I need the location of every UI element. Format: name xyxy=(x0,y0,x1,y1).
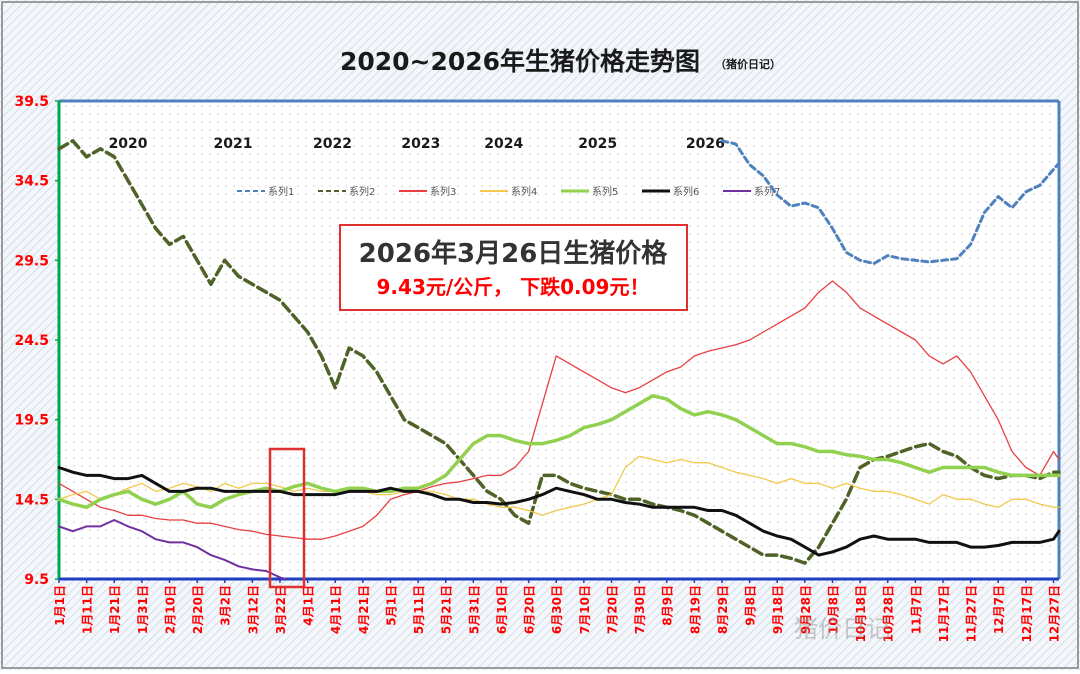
y-tick-label: 39.5 xyxy=(14,94,49,110)
x-tick-label: 9月18日 xyxy=(771,585,785,634)
x-tick-label: 10月18日 xyxy=(854,585,868,642)
x-tick-label: 9月28日 xyxy=(799,585,813,634)
x-tick-label: 1月11日 xyxy=(81,585,95,634)
x-tick-label: 10月8日 xyxy=(826,585,840,634)
legend-label: 系列2 xyxy=(349,185,375,198)
x-tick-label: 1月1日 xyxy=(53,585,67,626)
year-label: 2020 xyxy=(109,136,148,152)
x-tick-label: 3月12日 xyxy=(246,585,260,634)
x-tick-label: 10月28日 xyxy=(882,585,896,642)
series-line xyxy=(57,466,1061,557)
x-tick-label: 5月11日 xyxy=(412,585,426,634)
x-tick-label: 2月20日 xyxy=(191,585,205,634)
year-label: 2021 xyxy=(214,136,253,152)
legend-label: 系列6 xyxy=(673,185,699,198)
x-tick-label: 8月29日 xyxy=(716,585,730,634)
x-tick-label: 1月31日 xyxy=(136,585,150,634)
x-tick-label: 6月30日 xyxy=(550,585,564,634)
y-tick-label: 29.5 xyxy=(14,253,49,269)
y-tick-label: 34.5 xyxy=(14,174,49,190)
series-line xyxy=(58,280,1060,540)
legend-label: 系列3 xyxy=(430,185,456,198)
legend: 系列1 系列2 系列3 系列4 系列5 系列6 系列7 xyxy=(237,185,780,198)
year-labels: 2020 2021 2022 2023 2024 2025 2026 xyxy=(109,136,725,152)
y-axis-ticks: 9.5 14.5 19.5 24.5 29.5 34.5 39.5 xyxy=(14,94,59,588)
watermark: 猪价日记 xyxy=(794,615,890,643)
x-tick-label: 5月21日 xyxy=(440,585,454,634)
x-tick-label: 5月1日 xyxy=(384,585,398,626)
x-tick-label: 7月20日 xyxy=(605,585,619,634)
x-tick-label: 2月10日 xyxy=(163,585,177,634)
x-tick-label: 11月17日 xyxy=(937,585,951,642)
x-tick-label: 4月21日 xyxy=(357,585,371,634)
x-tick-label: 7月30日 xyxy=(633,585,647,634)
chart-title: 2020~2026年生猪价格走势图 xyxy=(340,47,700,76)
legend-label: 系列1 xyxy=(268,185,294,198)
y-tick-label: 14.5 xyxy=(14,492,49,508)
x-tick-label: 5月31日 xyxy=(467,585,481,634)
x-tick-label: 11月27日 xyxy=(965,585,979,642)
series-line xyxy=(58,519,287,580)
y-tick-label: 9.5 xyxy=(24,572,49,588)
series-line xyxy=(58,455,1060,516)
x-tick-label: 4月11日 xyxy=(329,585,343,634)
x-axis-ticks: 1月1日 1月11日 1月21日 1月31日 2月10日 2月20日 3月2日 3月12日 3月… xyxy=(53,579,1061,642)
year-label: 2022 xyxy=(313,136,352,152)
x-tick-label: 6月10日 xyxy=(495,585,509,634)
x-tick-label: 12月27日 xyxy=(1047,585,1061,642)
x-tick-label: 7月10日 xyxy=(578,585,592,634)
y-tick-label: 19.5 xyxy=(14,413,49,429)
callout-date-line: 2026年3月26日生猪价格 xyxy=(359,238,669,269)
series-line xyxy=(57,394,1061,510)
callout-box xyxy=(339,224,688,311)
x-tick-label: 11月7日 xyxy=(909,585,923,634)
x-tick-label: 3月2日 xyxy=(219,585,233,626)
legend-label: 系列5 xyxy=(592,185,618,198)
x-tick-label: 8月9日 xyxy=(661,585,675,626)
y-tick-label: 24.5 xyxy=(14,333,49,349)
x-tick-label: 3月22日 xyxy=(274,585,288,634)
x-tick-label: 6月20日 xyxy=(523,585,537,634)
year-label: 2024 xyxy=(484,136,523,152)
year-label: 2025 xyxy=(578,136,617,152)
highlight-box xyxy=(268,447,306,589)
callout-price-line: 9.43元/公斤， 下跌0.09元！ xyxy=(377,275,650,299)
series-lines xyxy=(57,139,1061,580)
series-line xyxy=(720,139,1061,265)
chart-title-note: （猪价日记） xyxy=(715,57,781,71)
x-tick-label: 8月19日 xyxy=(688,585,702,634)
x-tick-label: 1月21日 xyxy=(108,585,122,634)
legend-label: 系列4 xyxy=(511,185,537,198)
x-tick-label: 4月1日 xyxy=(302,585,316,626)
year-label: 2023 xyxy=(401,136,440,152)
x-tick-label: 12月7日 xyxy=(992,585,1006,634)
year-label: 2026 xyxy=(686,136,725,152)
series-line xyxy=(57,139,1061,565)
x-tick-label: 9月8日 xyxy=(744,585,758,626)
x-tick-label: 12月17日 xyxy=(1020,585,1034,642)
